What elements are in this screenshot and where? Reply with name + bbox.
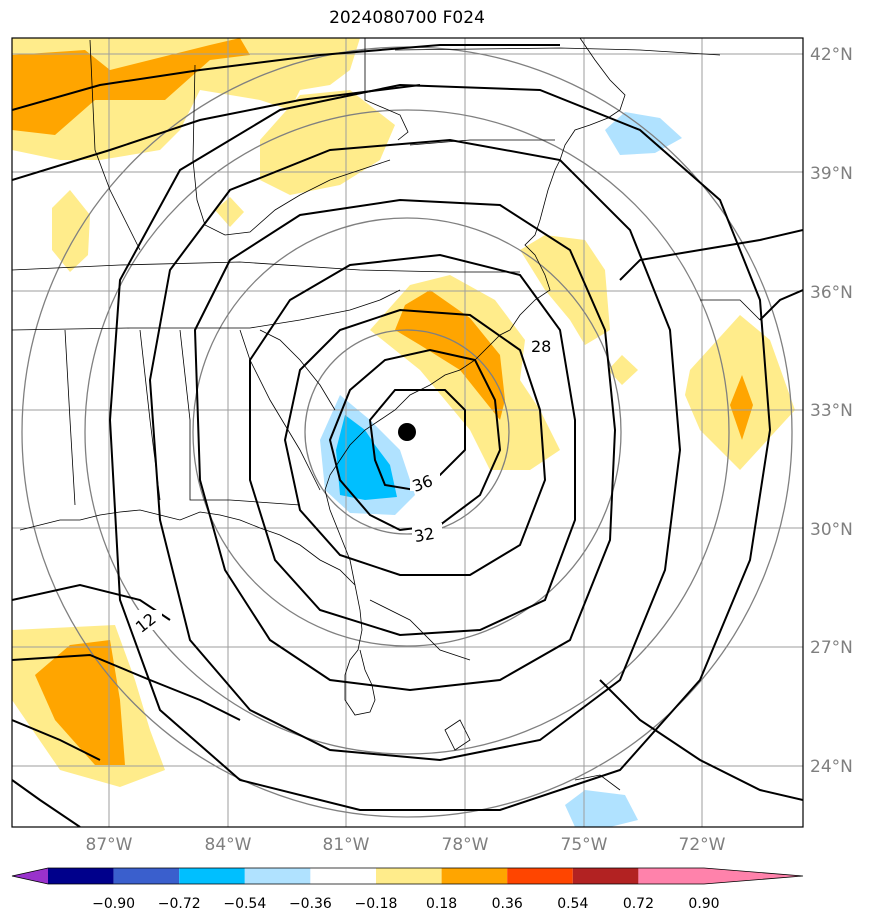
colorbar-segment — [310, 868, 376, 884]
colorbar-segment — [638, 868, 704, 884]
colorbar-tick-label: −0.72 — [158, 896, 201, 912]
shading-orange — [12, 38, 753, 765]
map-title: 2024080700 F024 — [329, 8, 485, 28]
colorbar-segment — [376, 868, 442, 884]
contour-32 — [328, 348, 502, 532]
lat-label: 27°N — [810, 638, 853, 658]
colorbar-extend-high — [704, 868, 803, 884]
lat-label: 42°N — [810, 45, 853, 65]
lon-label: 72°W — [679, 835, 726, 855]
colorbar-segment — [572, 868, 639, 884]
colorbar-tick-label: −0.36 — [289, 896, 332, 912]
storm-center-marker — [398, 423, 416, 441]
colorbar-tick-label: 0.90 — [688, 896, 719, 912]
lat-label: 36°N — [810, 283, 853, 303]
colorbar-tick-label: 0.36 — [492, 896, 523, 912]
colorbar-segment — [441, 868, 508, 884]
colorbar-tick-label: 0.72 — [623, 896, 654, 912]
colorbar-tick-label: −0.18 — [355, 896, 398, 912]
lon-label: 75°W — [561, 835, 608, 855]
lat-label: 33°N — [810, 401, 853, 421]
map-border — [11, 37, 804, 828]
lon-label: 81°W — [323, 835, 370, 855]
colorbar-tick-label: 0.54 — [557, 896, 588, 912]
colorbar-extend-low — [12, 868, 48, 884]
lon-label: 84°W — [205, 835, 252, 855]
colorbar-segment — [48, 868, 114, 884]
colorbar: −0.90 −0.72 −0.54 −0.36 −0.18 0.18 0.36 … — [11, 867, 804, 912]
lon-label: 87°W — [86, 835, 133, 855]
lat-label: 39°N — [810, 164, 853, 184]
contour-28 — [283, 308, 547, 576]
contour-label: 32 — [413, 524, 436, 546]
lat-axis-labels: 42°N 39°N 36°N 33°N 30°N 27°N 24°N — [810, 45, 853, 777]
contour-label: 28 — [531, 337, 551, 356]
colorbar-tick-label: 0.18 — [426, 896, 457, 912]
colorbar-tick-label: −0.54 — [223, 896, 266, 912]
lat-label: 24°N — [810, 757, 853, 777]
contour-label-group: 28 36 32 12 — [132, 336, 558, 637]
coastlines — [12, 38, 761, 791]
lon-axis-labels: 87°W 84°W 81°W 78°W 75°W 72°W — [86, 835, 726, 855]
lat-label: 30°N — [810, 520, 853, 540]
colorbar-segment — [179, 868, 245, 884]
colorbar-segment — [244, 868, 311, 884]
colorbar-tick-label: −0.90 — [92, 896, 135, 912]
lon-label: 78°W — [442, 835, 489, 855]
colorbar-segment — [113, 868, 180, 884]
colorbar-segment — [507, 868, 573, 884]
